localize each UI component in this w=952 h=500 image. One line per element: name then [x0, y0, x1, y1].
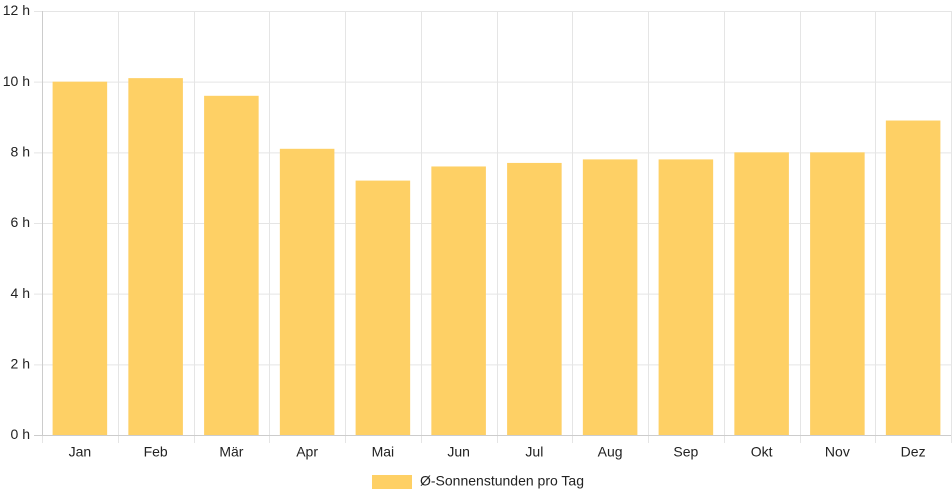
y-tick-label: 2 h — [11, 356, 30, 372]
bar-okt[interactable] — [734, 152, 789, 436]
bar-aug[interactable] — [582, 159, 638, 435]
bar-feb[interactable] — [128, 78, 183, 435]
bar-mär[interactable] — [204, 95, 259, 436]
x-tick-label: Jan — [69, 444, 92, 460]
y-tick-label: 8 h — [11, 144, 30, 160]
bars — [52, 78, 941, 436]
x-tick-label: Feb — [144, 444, 168, 460]
x-tick-label: Okt — [751, 444, 773, 460]
bar-jul[interactable] — [507, 162, 562, 435]
y-tick-label: 6 h — [11, 214, 30, 230]
x-tick-label: Mär — [219, 444, 243, 460]
y-tick-label: 0 h — [11, 426, 30, 442]
y-tick-label: 10 h — [3, 73, 30, 89]
legend-swatch[interactable] — [372, 475, 413, 489]
x-tick-label: Apr — [296, 444, 318, 460]
x-tick-label: Mai — [372, 444, 395, 460]
bar-jun[interactable] — [431, 166, 486, 435]
x-tick-label: Nov — [825, 444, 850, 460]
x-tick-label: Jun — [447, 444, 470, 460]
legend[interactable]: Ø-Sonnenstunden pro Tag — [372, 473, 584, 489]
axes — [34, 11, 951, 436]
x-axis-tick-labels: Jan Feb Mär Apr Mai Jun Jul Aug Sep Okt Nov Dez — [69, 444, 926, 460]
legend-label[interactable]: Ø-Sonnenstunden pro Tag — [420, 473, 584, 489]
bar-apr[interactable] — [279, 148, 335, 436]
y-axis-tick-labels: 0 h 2 h 4 h 6 h 8 h 10 h 12 h — [3, 2, 30, 442]
x-tick-label: Aug — [598, 444, 623, 460]
bar-jan[interactable] — [52, 81, 108, 436]
bar-mai[interactable] — [355, 180, 411, 435]
grid-lines — [34, 11, 952, 443]
x-tick-label: Sep — [673, 444, 698, 460]
bar-nov[interactable] — [810, 152, 865, 436]
x-tick-label: Dez — [901, 444, 926, 460]
bar-dez[interactable] — [885, 120, 941, 436]
y-tick-label: 4 h — [11, 285, 30, 301]
bar-sep[interactable] — [658, 159, 714, 435]
x-tick-label: Jul — [525, 444, 543, 460]
y-tick-label: 12 h — [3, 2, 30, 18]
